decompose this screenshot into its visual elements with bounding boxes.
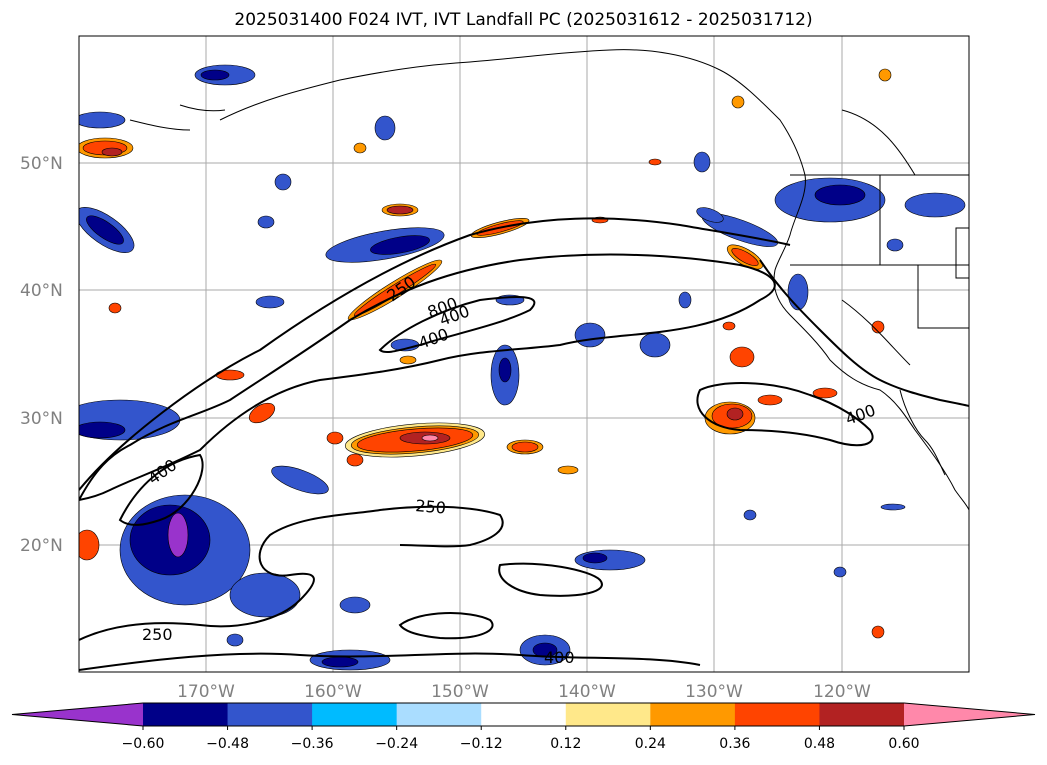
borders <box>790 109 969 366</box>
ivt-contours <box>79 217 969 671</box>
colorbar-tick-label: −0.36 <box>291 736 334 752</box>
lon-label-160w: 160°W <box>304 682 362 702</box>
colorbar-extend-high <box>904 703 1035 726</box>
map-border <box>78 35 970 673</box>
colorbar-tick-label: −0.24 <box>375 736 418 752</box>
colorbar: −0.60 −0.48 −0.36 −0.24 −0.12 0.12 0.24 0.36 0.4… <box>11 702 1036 752</box>
lon-label-150w: 150°W <box>431 682 489 702</box>
contour-label: 250 <box>142 625 173 644</box>
contour-label: 250 <box>415 496 447 518</box>
lon-label-130w: 130°W <box>685 682 743 702</box>
colorbar-segment <box>819 703 905 726</box>
colorbar-tick-label: −0.60 <box>122 736 165 752</box>
colorbar-tick-label: −0.48 <box>206 736 249 752</box>
colorbar-extend-low <box>12 703 143 726</box>
map-content <box>79 36 969 672</box>
colorbar-tick-label: 0.60 <box>888 736 919 752</box>
colorbar-segment <box>565 703 651 726</box>
coastlines <box>129 49 969 511</box>
colorbar-segment <box>143 703 229 726</box>
lat-label-30n: 30°N <box>20 409 63 429</box>
lat-label-50n: 50°N <box>20 154 63 174</box>
lon-label-140w: 140°W <box>558 682 616 702</box>
lon-label-120w: 120°W <box>813 682 871 702</box>
map-title: 2025031400 F024 IVT, IVT Landfall PC (20… <box>234 10 813 30</box>
latitude-labels: 50°N 40°N 30°N 20°N <box>20 154 63 556</box>
colorbar-tick-label: 0.48 <box>804 736 835 752</box>
positive-ivt-areas <box>79 68 892 639</box>
colorbar-tick-label: 0.24 <box>635 736 666 752</box>
lat-label-20n: 20°N <box>20 536 63 556</box>
contour-label: 400 <box>544 648 575 667</box>
lat-label-40n: 40°N <box>20 281 63 301</box>
colorbar-segment <box>481 703 567 726</box>
colorbar-segment <box>396 703 482 726</box>
colorbar-tick-label: −0.12 <box>460 736 503 752</box>
colorbar-segment <box>734 703 820 726</box>
longitude-labels: 170°W 160°W 150°W 140°W 130°W 120°W <box>177 682 871 702</box>
colorbar-tick-label: 0.12 <box>550 736 581 752</box>
colorbar-segment <box>312 703 398 726</box>
colorbar-segment <box>227 703 313 726</box>
lon-label-170w: 170°W <box>177 682 235 702</box>
colorbar-tick-label: 0.36 <box>719 736 750 752</box>
colorbar-segment <box>650 703 736 726</box>
